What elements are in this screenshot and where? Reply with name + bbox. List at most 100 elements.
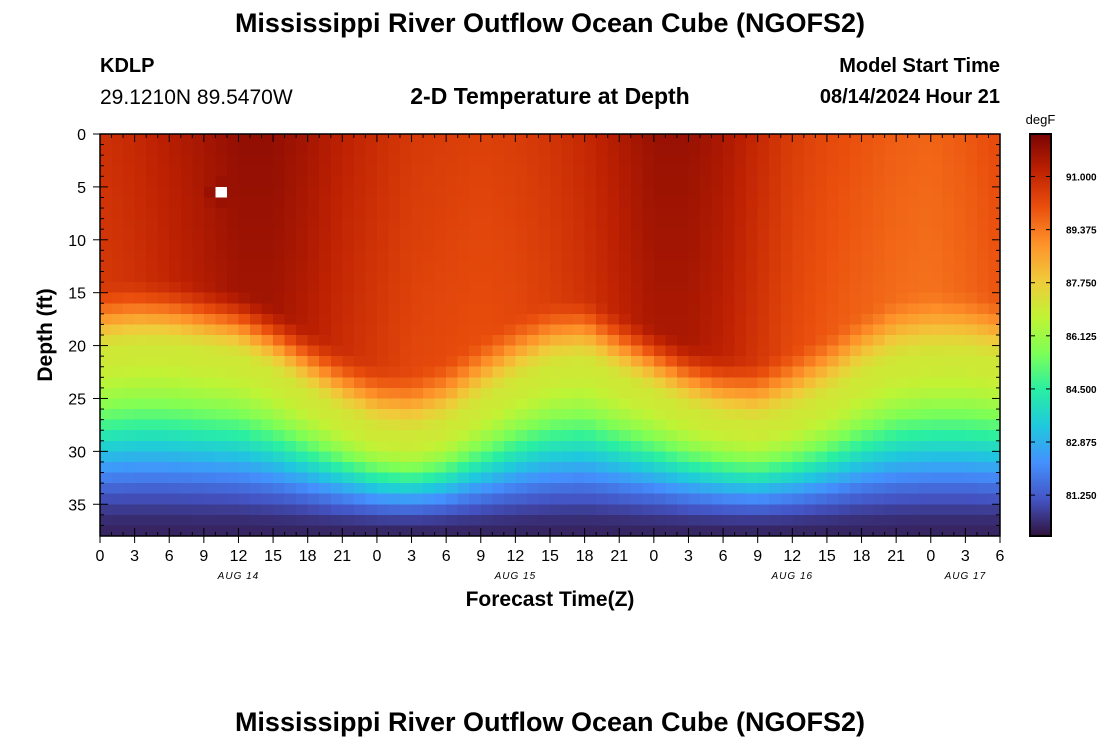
heatmap-cell (226, 525, 239, 537)
heatmap-cell (446, 271, 459, 283)
heatmap-cell (457, 398, 470, 410)
heatmap-cell (665, 440, 678, 452)
heatmap-cell (550, 504, 563, 516)
x-tick-label: 0 (649, 548, 658, 565)
heatmap-cell (953, 292, 966, 304)
heatmap-cell (884, 229, 897, 241)
heatmap-cell (157, 451, 170, 463)
heatmap-cell (492, 303, 505, 315)
heatmap-cell (884, 324, 897, 336)
heatmap-cell (665, 504, 678, 516)
heatmap-cell (780, 186, 793, 198)
heatmap-cell (226, 176, 239, 188)
heatmap-cell (400, 155, 413, 167)
temperature-depth-chart: 0 3 6 9 12 15 18 21 0 3 6 9 12 15 18 21 0 3 6 9 12 15 18 21 0 3 6A… (34, 112, 1097, 611)
heatmap-cell (700, 250, 713, 262)
heatmap-cell (596, 493, 609, 505)
heatmap-cell (353, 377, 366, 389)
heatmap-cell (157, 239, 170, 251)
heatmap-cell (792, 208, 805, 220)
heatmap-cell (434, 208, 447, 220)
heatmap-cell (538, 208, 551, 220)
heatmap-cell (469, 303, 482, 315)
heatmap-cell (688, 282, 701, 294)
heatmap-cell (307, 260, 320, 273)
heatmap-cell (688, 387, 701, 399)
heatmap-cell (215, 430, 228, 442)
heatmap-cell (965, 271, 978, 283)
heatmap-cell (907, 250, 920, 262)
heatmap-cell (388, 440, 401, 452)
heatmap-cell (226, 239, 239, 251)
heatmap-cell (919, 239, 932, 251)
heatmap-cell (492, 472, 505, 484)
heatmap-cell (226, 186, 239, 198)
heatmap-cell (665, 176, 678, 188)
heatmap-cell (307, 239, 320, 251)
heatmap-cell (307, 335, 320, 347)
heatmap-cell (203, 292, 216, 304)
heatmap-cell (815, 398, 828, 410)
heatmap-cell (803, 504, 816, 516)
heatmap-cell (226, 451, 239, 463)
heatmap-cell (169, 155, 182, 167)
heatmap-cell (976, 218, 989, 230)
heatmap-cell (665, 451, 678, 463)
heatmap-cell (988, 514, 1001, 526)
heatmap-cell (423, 356, 436, 368)
heatmap-cell (538, 313, 551, 325)
heatmap-cell (700, 165, 713, 177)
heatmap-cell (919, 430, 932, 442)
heatmap-cell (434, 292, 447, 304)
heatmap-cell (134, 440, 147, 452)
heatmap-cell (919, 313, 932, 325)
heatmap-cell (457, 504, 470, 516)
heatmap-cell (330, 144, 343, 156)
heatmap-cell (215, 345, 228, 357)
heatmap-cell (676, 430, 689, 442)
heatmap-cell (169, 461, 182, 474)
heatmap-cell (838, 366, 851, 378)
heatmap-cell (353, 514, 366, 526)
heatmap-cell (319, 409, 332, 421)
heatmap-cell (930, 345, 943, 357)
heatmap-cell (826, 461, 839, 474)
heatmap-cell (988, 335, 1001, 347)
heatmap-cell (526, 229, 539, 241)
heatmap-cell (411, 282, 424, 294)
heatmap-cell (146, 144, 159, 156)
heatmap-cell (873, 282, 886, 294)
heatmap-cell (503, 176, 516, 188)
heatmap-cell (134, 282, 147, 294)
heatmap-cell (815, 525, 828, 537)
heatmap-cell (550, 440, 563, 452)
heatmap-cell (376, 483, 389, 495)
heatmap-cell (526, 430, 539, 442)
heatmap-cell (792, 377, 805, 389)
heatmap-cell (157, 292, 170, 304)
heatmap-cell (676, 218, 689, 230)
heatmap-cell (861, 514, 874, 526)
heatmap-cell (630, 155, 643, 167)
heatmap-cell (296, 313, 309, 325)
heatmap-cell (446, 387, 459, 399)
heatmap-cell (342, 250, 355, 262)
heatmap-cell (296, 250, 309, 262)
heatmap-cell (400, 483, 413, 495)
heatmap-cell (550, 271, 563, 283)
heatmap-cell (873, 356, 886, 368)
heatmap-cell (815, 176, 828, 188)
heatmap-cell (826, 440, 839, 452)
heatmap-cell (123, 366, 136, 378)
heatmap-cell (584, 144, 597, 156)
heatmap-cell (111, 525, 124, 537)
heatmap-cell (930, 514, 943, 526)
heatmap-cell (976, 292, 989, 304)
heatmap-cell (469, 335, 482, 347)
heatmap-cell (976, 303, 989, 315)
heatmap-cell (169, 229, 182, 241)
heatmap-cell (942, 176, 955, 188)
heatmap-cell (203, 218, 216, 230)
heatmap-cell (261, 324, 274, 336)
heatmap-cell (688, 186, 701, 198)
